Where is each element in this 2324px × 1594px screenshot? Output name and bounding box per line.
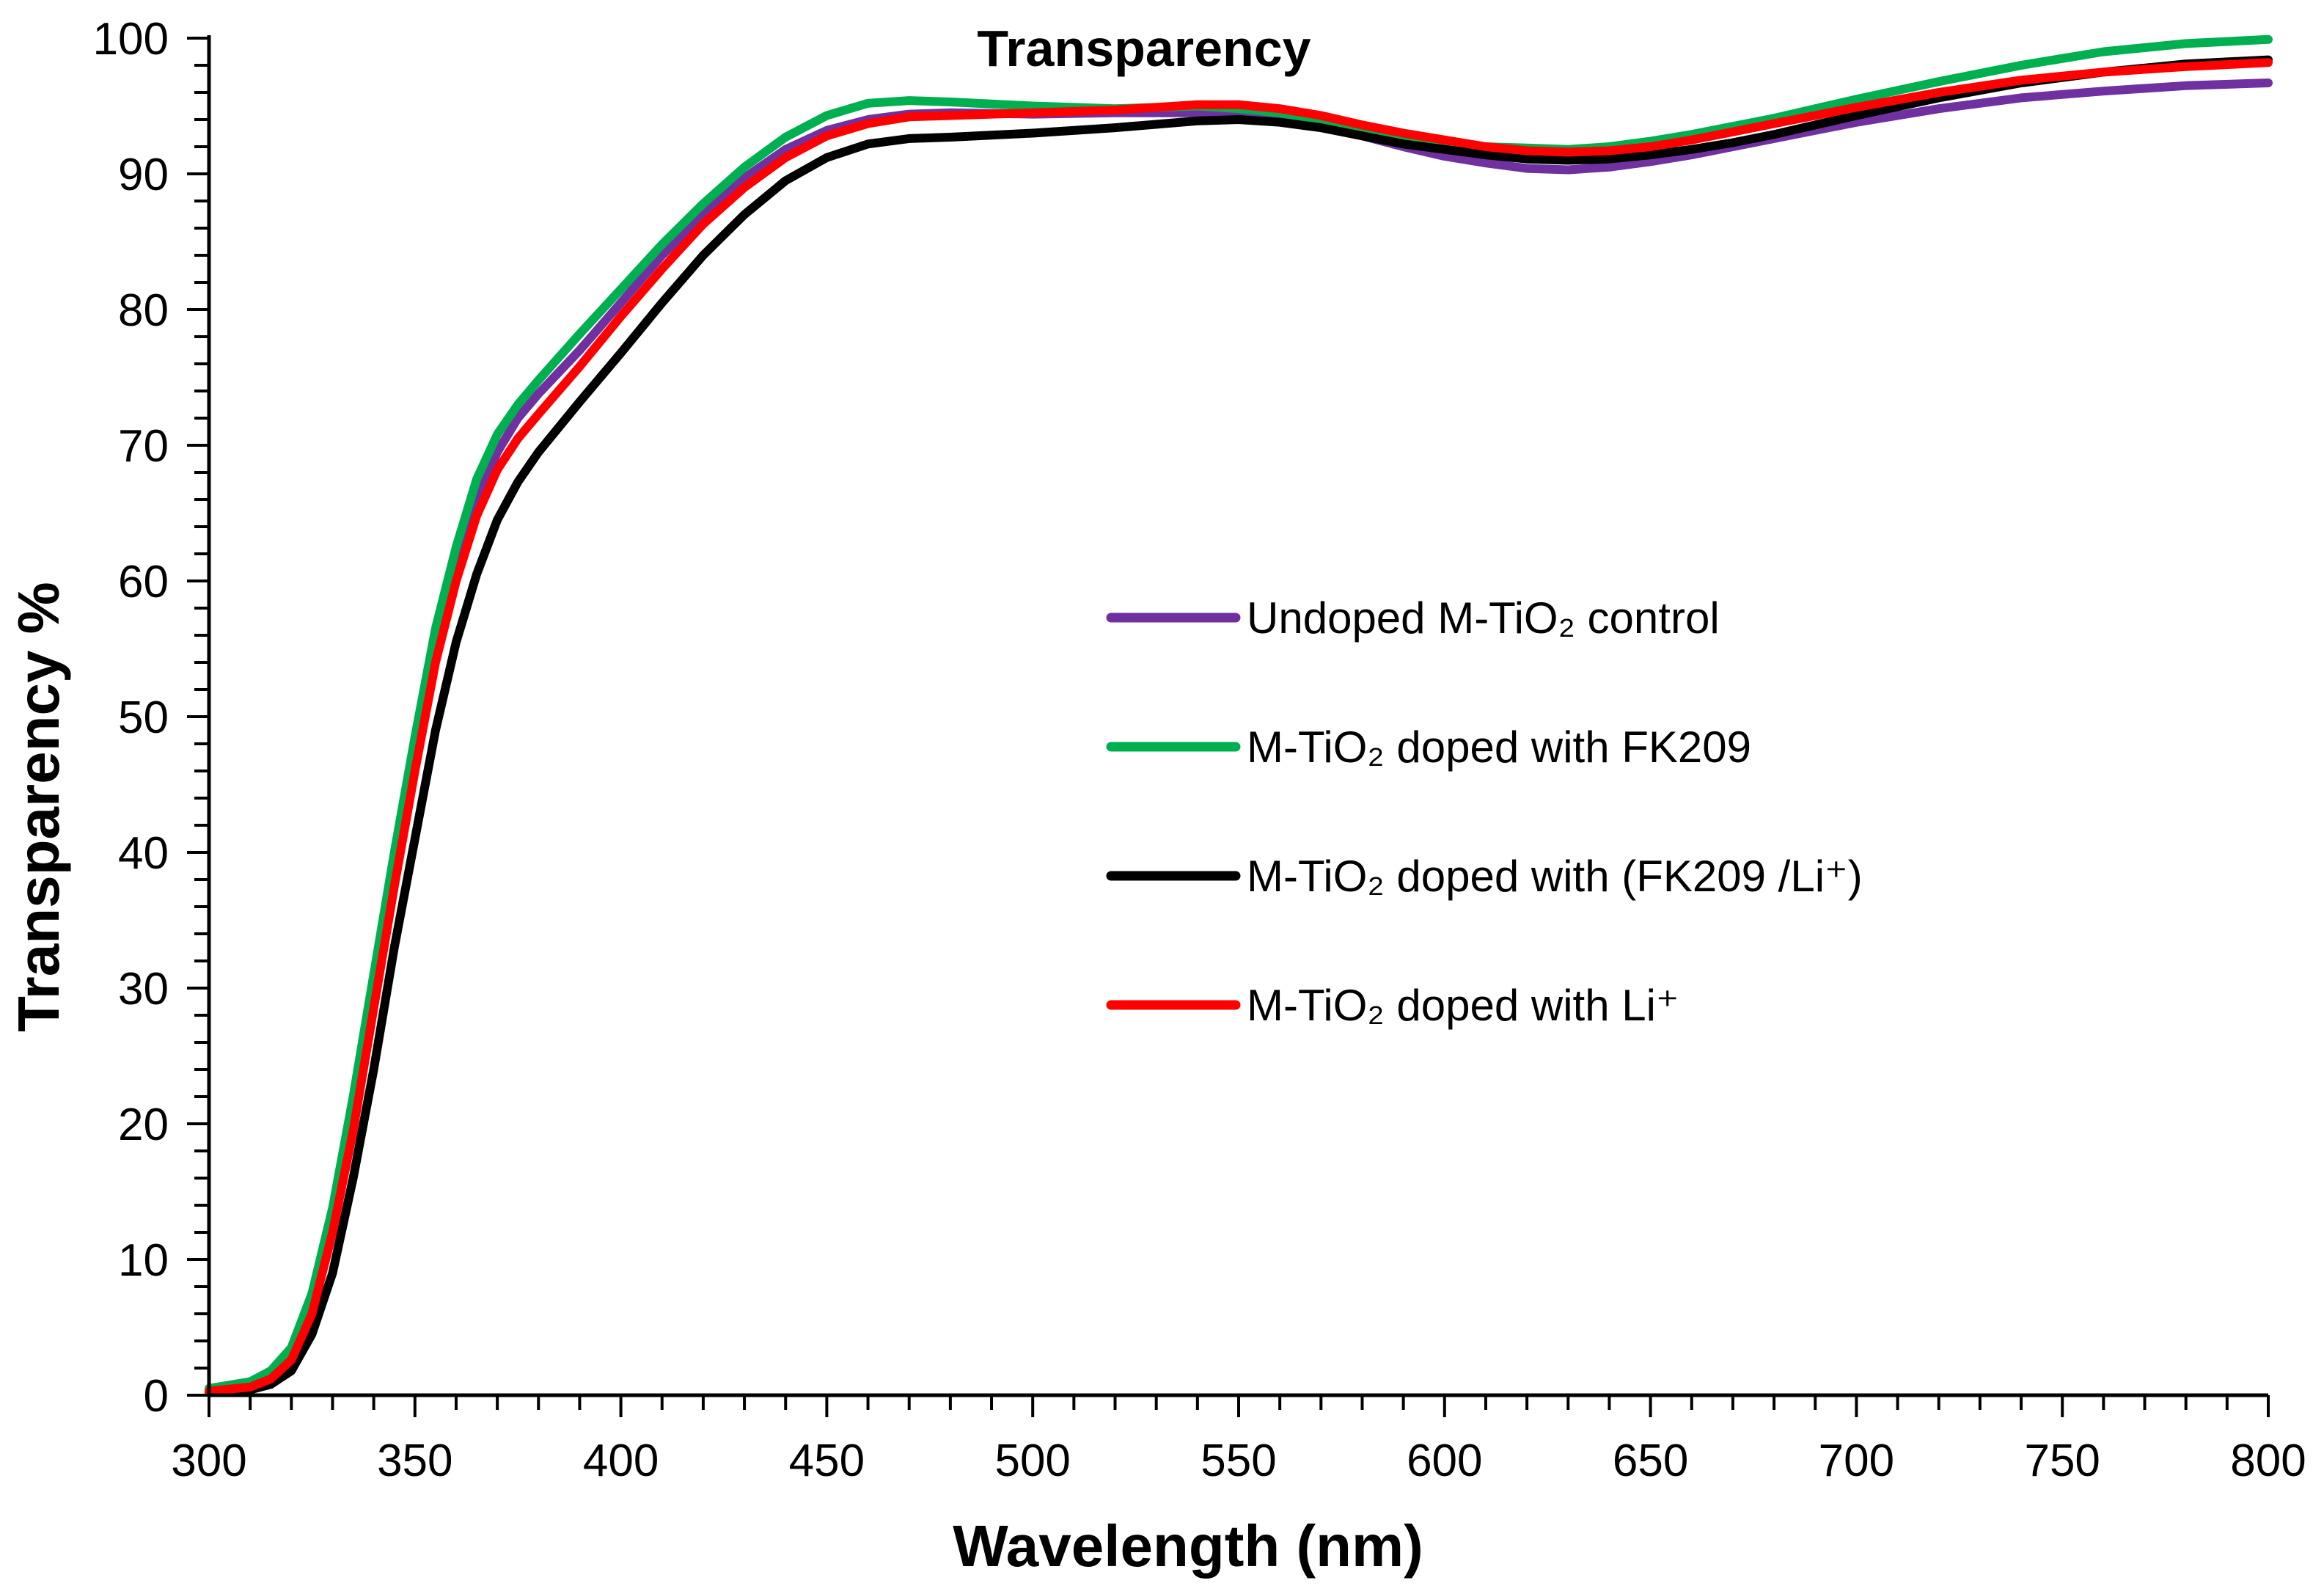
x-tick-label: 600 bbox=[1407, 1436, 1482, 1486]
y-tick-label: 10 bbox=[118, 1235, 169, 1286]
x-tick-label: 350 bbox=[377, 1436, 452, 1486]
y-tick-label: 80 bbox=[118, 285, 169, 336]
series-line-4 bbox=[205, 58, 2273, 1396]
y-tick-label: 20 bbox=[118, 1100, 169, 1150]
y-tick-label: 100 bbox=[93, 14, 169, 65]
x-tick-label: 800 bbox=[2230, 1436, 2306, 1486]
x-tick-label: 750 bbox=[2024, 1436, 2100, 1486]
y-tick-label: 30 bbox=[118, 964, 169, 1014]
x-tick-label: 500 bbox=[994, 1436, 1070, 1486]
x-tick-label: 450 bbox=[789, 1436, 865, 1486]
y-tick-label: 0 bbox=[144, 1371, 169, 1422]
legend-label-2: M-TiO₂ doped with FK209 bbox=[1247, 723, 1751, 772]
x-tick-label: 650 bbox=[1613, 1436, 1688, 1486]
y-tick-label: 90 bbox=[118, 150, 169, 200]
y-tick-label: 60 bbox=[118, 557, 169, 607]
series-line-2 bbox=[205, 34, 2273, 1393]
y-axis-title: Transparency % bbox=[6, 582, 71, 1032]
y-axis-ticks: 0 10 20 30 40 50 60 70 80 90 100 bbox=[93, 14, 209, 1422]
axes bbox=[207, 35, 2268, 1397]
x-axis-ticks: 300 350 400 450 500 550 600 650 700 750 800 bbox=[171, 1395, 2306, 1486]
x-axis-title: Wavelength (nm) bbox=[953, 1513, 1423, 1579]
x-tick-label: 300 bbox=[171, 1436, 246, 1486]
legend-label-3: M-TiO₂ doped with (FK209 /Li⁺) bbox=[1247, 852, 1863, 901]
legend: Undoped M-TiO₂ control M-TiO₂ doped with … bbox=[1106, 593, 1863, 1030]
legend-label-4: M-TiO₂ doped with Li⁺ bbox=[1247, 981, 1679, 1030]
legend-label-1: Undoped M-TiO₂ control bbox=[1247, 593, 1720, 643]
series-line-1 bbox=[205, 78, 2273, 1394]
x-tick-label: 400 bbox=[583, 1436, 659, 1486]
y-tick-label: 50 bbox=[118, 692, 169, 743]
chart-title: Transparency bbox=[977, 20, 1311, 77]
x-tick-label: 550 bbox=[1201, 1436, 1276, 1486]
x-tick-label: 700 bbox=[1819, 1436, 1894, 1486]
y-tick-label: 70 bbox=[118, 421, 169, 472]
series-lines bbox=[205, 34, 2273, 1397]
series-line-3 bbox=[205, 55, 2273, 1397]
y-tick-label: 40 bbox=[118, 828, 169, 879]
